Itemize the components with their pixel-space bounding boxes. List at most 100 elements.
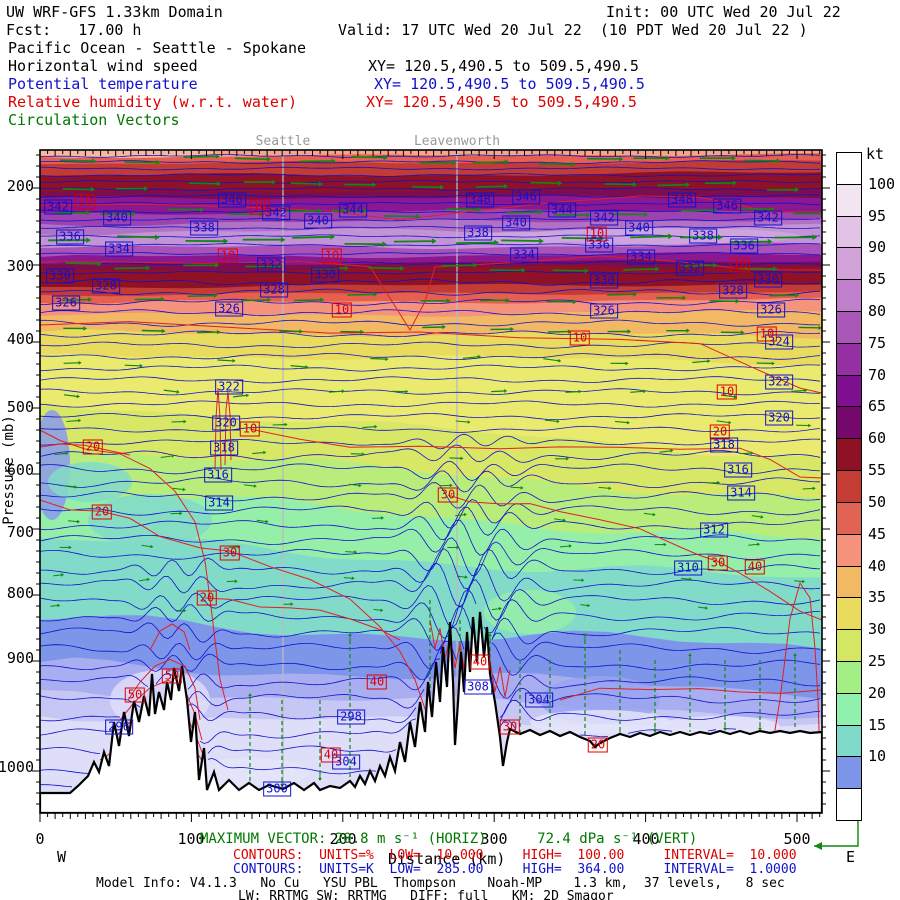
colorbar-cell — [836, 470, 862, 503]
theta-contour-label: 334 — [510, 247, 538, 263]
y-tick-label: 1000 — [0, 758, 34, 776]
colorbar-units: kt — [866, 145, 885, 163]
colorbar-cell — [836, 565, 862, 599]
colorbar-cell — [836, 374, 862, 408]
rh-contour-label: 40 — [469, 654, 491, 670]
theta-contour-label: 296 — [105, 719, 133, 735]
rh-contour-label: 30 — [437, 487, 459, 503]
theta-contour-label: 316 — [724, 462, 752, 478]
theta-contour-label: 336 — [56, 229, 84, 245]
field-wind-label: Horizontal wind speed — [8, 57, 198, 75]
theta-contour-label: 338 — [689, 228, 717, 244]
theta-contour-label: 328 — [260, 282, 288, 298]
max-vector-info: MAXIMUM VECTOR: 20.8 m s⁻¹ (HORIZ) 72.4 … — [200, 831, 698, 847]
y-tick-label: 600 — [6, 461, 34, 479]
theta-contour-label: 320 — [765, 410, 793, 426]
rh-contour-label: 10 — [321, 248, 343, 264]
rh-contour-label: 10 — [756, 326, 778, 342]
colorbar-cell — [836, 215, 862, 249]
rh-contour-label: 10 — [729, 257, 751, 273]
field-theta-xy: XY= 120.5,490.5 to 509.5,490.5 — [374, 75, 645, 93]
colorbar-cell — [836, 438, 862, 472]
east-label: E — [846, 848, 856, 866]
colorbar-cell — [836, 247, 862, 281]
theta-contour-label: 340 — [304, 213, 332, 229]
colorbar-cell — [836, 501, 862, 535]
theta-contour-label: 332 — [676, 260, 704, 276]
colorbar-cell — [836, 342, 862, 376]
theta-contour-label: 298 — [337, 709, 365, 725]
theta-contour-label: 342 — [44, 199, 72, 215]
theta-contour-label: 326 — [590, 303, 618, 319]
theta-contour-label: 318 — [710, 437, 738, 453]
model-info: Model Info: V4.1.3 No Cu YSU PBL Thompso… — [96, 876, 785, 891]
colorbar-tick-label: 35 — [868, 588, 887, 607]
theta-contour-label: 346 — [713, 198, 741, 214]
theta-contour-label: 346 — [512, 189, 540, 205]
rh-contour-label: 40 — [320, 747, 342, 763]
colorbar-tick-label: 10 — [868, 747, 887, 766]
colorbar-tick-label: 65 — [868, 397, 887, 416]
theta-contour-label: 334 — [627, 249, 655, 265]
model-domain-title: UW WRF-GFS 1.33km Domain — [6, 3, 223, 21]
theta-contour-label: 334 — [105, 241, 133, 257]
colorbar-tick-label: 40 — [868, 556, 887, 575]
theta-contour-label: 318 — [210, 440, 238, 456]
colorbar-tick-label: 25 — [868, 651, 887, 670]
colorbar-tick-label: 90 — [868, 238, 887, 257]
colorbar-tick-label: 95 — [868, 206, 887, 225]
theta-contour-label: 304 — [525, 692, 553, 708]
rh-contour-label: 10 — [239, 421, 261, 437]
init-time: Init: 00 UTC Wed 20 Jul 22 — [606, 3, 841, 21]
colorbar-tick-label: 30 — [868, 620, 887, 639]
colorbar-cell — [836, 756, 862, 790]
x-tick-label: 300 — [480, 830, 508, 848]
theta-contour-label: 340 — [502, 215, 530, 231]
colorbar-tick-label: 55 — [868, 461, 887, 480]
rh-contour-label: 10 — [331, 302, 353, 318]
colorbar-tick-label: 85 — [868, 270, 887, 289]
rh-contour-label: 10 — [569, 330, 591, 346]
x-tick-label: 100 — [177, 830, 205, 848]
city-label-seattle: Seattle — [255, 134, 311, 149]
colorbar-cell — [836, 311, 862, 344]
rh-contour-label: 10 — [249, 199, 271, 215]
theta-contour-label: 308 — [464, 679, 492, 695]
rh-contour-label: 10 — [716, 384, 738, 400]
rh-contour-info: CONTOURS: UNITS=% LOW= 10.000 HIGH= 100.… — [233, 848, 797, 863]
colorbar-cell — [836, 660, 862, 694]
theta-contour-label: 320 — [212, 415, 240, 431]
field-rh-label: Relative humidity (w.r.t. water) — [8, 93, 297, 111]
colorbar-cell — [836, 279, 862, 313]
x-tick-label: 500 — [783, 830, 811, 848]
rh-contour-label: 10 — [74, 194, 96, 210]
colorbar-cell — [836, 533, 862, 567]
theta-contour-label: 342 — [754, 210, 782, 226]
colorbar-cell — [836, 629, 862, 662]
colorbar-cell — [836, 788, 862, 821]
x-tick-label: 0 — [35, 830, 45, 848]
colorbar-cell — [836, 692, 862, 726]
theta-contour-label: 326 — [52, 295, 80, 311]
rh-contour-label: 20 — [196, 590, 218, 606]
theta-contour-label: 314 — [727, 485, 755, 501]
y-tick-label: 400 — [6, 330, 34, 348]
rh-contour-label: 40 — [744, 559, 766, 575]
rh-contour-label: 50 — [124, 687, 146, 703]
colorbar-tick-label: 100 — [868, 174, 896, 193]
theta-contour-label: 330 — [754, 272, 782, 288]
theta-contour-label: 322 — [765, 374, 793, 390]
colorbar-tick-label: 60 — [868, 429, 887, 448]
rh-contour-label: 40 — [366, 674, 388, 690]
rh-contour-label: 10 — [217, 248, 239, 264]
theta-contour-label: 328 — [92, 278, 120, 294]
y-tick-label: 900 — [6, 649, 34, 667]
x-tick-label: 400 — [632, 830, 660, 848]
theta-contour-label: 344 — [339, 202, 367, 218]
valid-time: Valid: 17 UTC Wed 20 Jul 22 (10 PDT Wed … — [338, 21, 808, 39]
y-tick-label: 200 — [6, 177, 34, 195]
theta-contour-label: 338 — [190, 220, 218, 236]
theta-contour-info: CONTOURS: UNITS=K LOW= 285.00 HIGH= 364.… — [233, 862, 797, 877]
colorbar-cell — [836, 406, 862, 440]
theta-contour-label: 332 — [257, 257, 285, 273]
